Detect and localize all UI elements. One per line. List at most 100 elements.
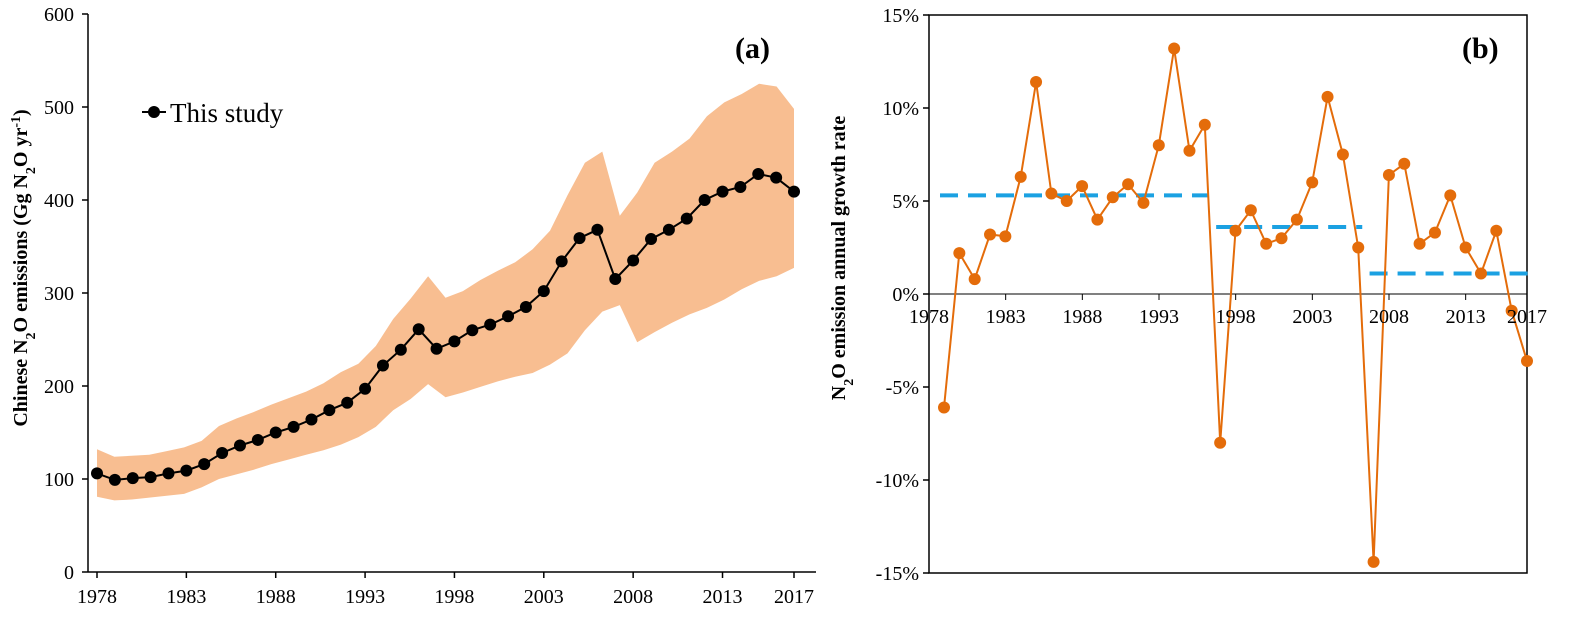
data-point <box>1505 304 1518 317</box>
x-tick-label: 2013 <box>1446 306 1486 328</box>
x-tick-label: 1978 <box>77 586 117 608</box>
data-point <box>1521 354 1533 367</box>
y-axis-label-b: N2O emission annual growth rate <box>828 116 857 401</box>
y-tick-label: 400 <box>44 190 74 212</box>
data-point <box>519 300 532 313</box>
data-point <box>1306 176 1319 189</box>
data-point <box>698 194 711 206</box>
x-tick-label: 1998 <box>434 586 474 608</box>
y-tick-label: 15% <box>882 5 919 27</box>
y-tick-label: 600 <box>44 4 74 26</box>
panel-label-b: (b) <box>1462 32 1499 65</box>
data-point <box>1198 118 1211 131</box>
data-point <box>968 273 981 286</box>
data-point <box>984 228 997 241</box>
data-point <box>1152 139 1165 152</box>
x-tick-label: 2008 <box>613 586 653 608</box>
data-point <box>609 273 622 286</box>
data-point <box>537 285 550 298</box>
data-point <box>430 342 443 355</box>
panel-a: 0 100 200 300 400 500 600 1978 1983 1988 1993 1998… <box>9 4 816 608</box>
data-point <box>144 471 157 484</box>
data-point <box>126 472 139 485</box>
data-point <box>716 185 729 198</box>
data-point <box>1260 237 1273 250</box>
data-point <box>770 171 783 184</box>
data-point <box>1321 90 1334 103</box>
x-ticks-b: 1978 1983 1988 1993 1998 2003 2008 2013 2017 <box>909 294 1547 328</box>
data-point <box>1428 226 1441 239</box>
data-point <box>1290 213 1303 226</box>
data-point <box>1137 196 1150 209</box>
legend-label: This study <box>170 98 284 128</box>
y-tick-label: 100 <box>44 469 74 491</box>
data-point <box>1336 148 1349 161</box>
data-point <box>1122 178 1135 191</box>
y-tick-label: 0% <box>892 284 919 306</box>
data-point <box>999 230 1012 243</box>
data-point <box>502 310 515 323</box>
data-point <box>484 318 497 331</box>
y-tick-label: 500 <box>44 97 74 119</box>
panel-label-a: (a) <box>735 32 770 65</box>
data-point <box>162 467 175 480</box>
data-point <box>752 167 765 180</box>
data-point <box>573 232 586 245</box>
x-tick-label: 1983 <box>986 306 1026 328</box>
data-point <box>323 404 336 417</box>
x-tick-label: 2003 <box>1292 306 1332 328</box>
panel-b: -15%-10%-5%0%5%10%15% 1978 1983 1988 1993 19… <box>828 5 1547 585</box>
data-point <box>1459 241 1472 254</box>
y-axis-label-a: Chinese N2O emissions (Gg N2O yr-1) <box>9 109 39 426</box>
y-tick-label: 5% <box>892 191 919 213</box>
data-point <box>591 223 604 236</box>
x-tick-label: 1998 <box>1216 306 1256 328</box>
data-point <box>1229 224 1242 237</box>
data-point <box>1014 170 1027 183</box>
y-tick-label: 10% <box>882 98 919 120</box>
data-point <box>1474 267 1487 280</box>
y-tick-label: -5% <box>886 377 919 399</box>
data-point <box>1091 213 1104 226</box>
data-point <box>734 180 747 193</box>
x-tick-label: 1988 <box>256 586 296 608</box>
y-tick-label: -15% <box>876 563 919 585</box>
legend-marker <box>148 106 160 118</box>
y-tick-label: 300 <box>44 283 74 305</box>
data-point <box>287 420 300 433</box>
x-tick-label: 1983 <box>166 586 206 608</box>
data-point <box>198 458 211 471</box>
x-tick-label: 2003 <box>524 586 564 608</box>
x-tick-label: 1988 <box>1062 306 1102 328</box>
x-tick-label: 2017 <box>1507 306 1547 328</box>
data-point <box>91 467 103 480</box>
x-ticks-a: 1978 1983 1988 1993 1998 2003 2008 2013 2017 <box>77 572 814 608</box>
emissions-line <box>96 172 795 481</box>
data-point <box>1275 232 1288 245</box>
x-tick-label: 1993 <box>345 586 385 608</box>
x-tick-label: 2008 <box>1369 306 1409 328</box>
data-point <box>1045 187 1058 200</box>
data-point <box>1367 555 1380 568</box>
data-point <box>269 426 282 439</box>
data-point <box>412 323 425 336</box>
x-tick-label: 1978 <box>909 306 949 328</box>
data-point <box>359 382 372 395</box>
data-point <box>1076 180 1089 193</box>
data-point <box>180 464 193 477</box>
y-ticks-b: -15% -10% -5% 0% 5% 10% 15% <box>876 5 929 585</box>
data-point <box>394 343 407 356</box>
data-point <box>1382 168 1395 181</box>
legend: This study <box>142 98 284 128</box>
data-point <box>1444 189 1457 202</box>
data-point <box>233 439 246 452</box>
data-point <box>627 254 640 267</box>
data-point <box>341 396 354 409</box>
data-point <box>1183 144 1196 157</box>
data-point <box>555 255 568 268</box>
data-point <box>448 335 461 348</box>
data-point <box>1106 191 1119 204</box>
y-tick-label: -10% <box>876 470 919 492</box>
data-point <box>1413 237 1426 250</box>
data-point <box>1168 42 1181 55</box>
